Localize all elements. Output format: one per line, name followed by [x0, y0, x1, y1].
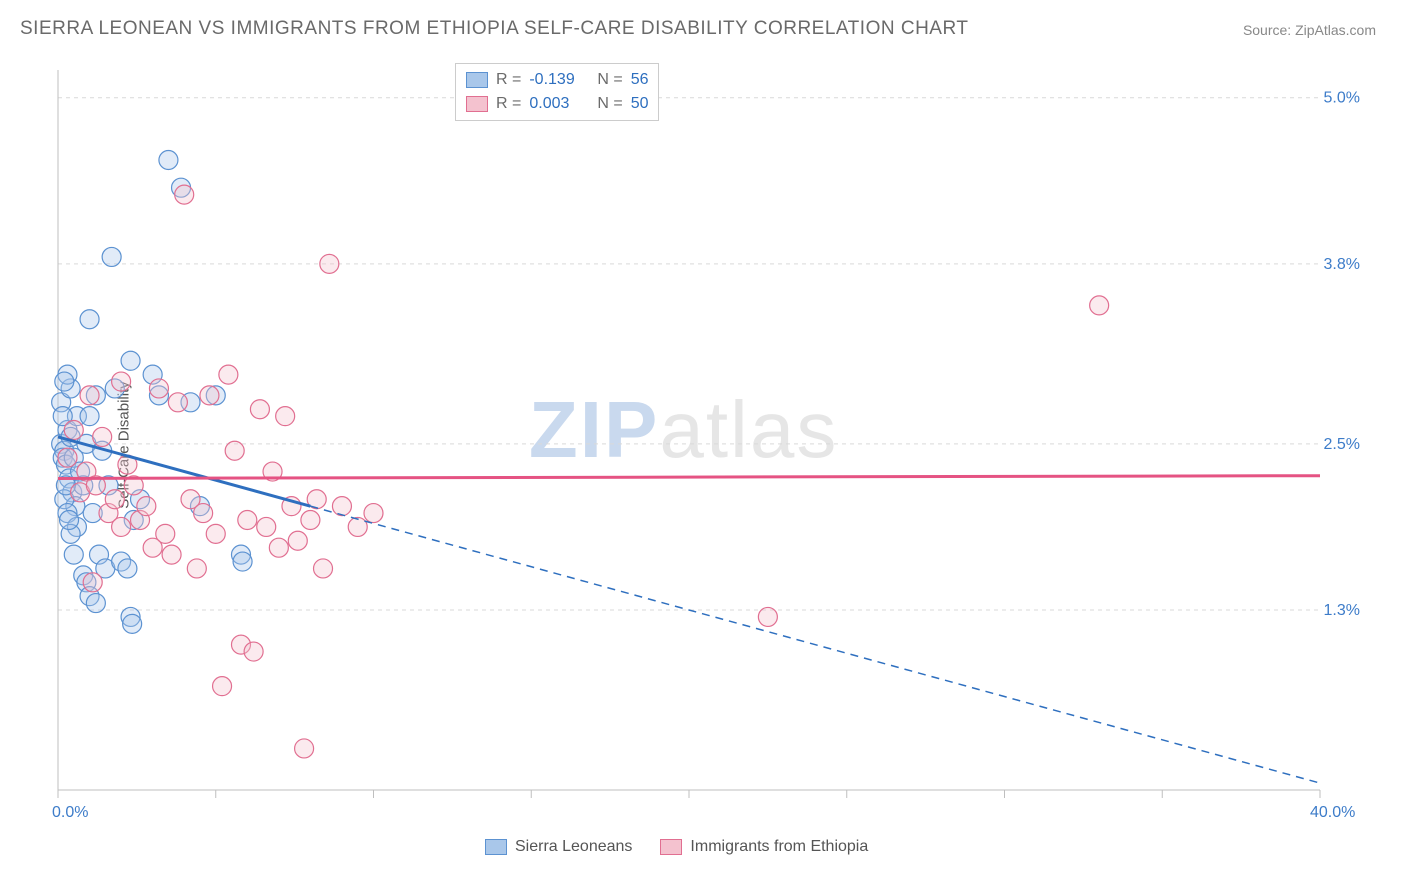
data-point: [233, 552, 252, 571]
legend-label: Sierra Leoneans: [515, 838, 632, 856]
data-point: [219, 365, 238, 384]
r-label: R =: [496, 95, 521, 113]
legend-item: Sierra Leoneans: [485, 838, 632, 856]
data-point: [288, 531, 307, 550]
r-value: -0.139: [529, 71, 589, 89]
x-axis-max-label: 40.0%: [1310, 804, 1355, 822]
data-point: [159, 151, 178, 170]
data-point: [118, 559, 137, 578]
data-point: [105, 490, 124, 509]
data-point: [60, 511, 79, 530]
legend-swatch: [466, 72, 488, 88]
y-tick-label: 1.3%: [1324, 602, 1360, 619]
data-point: [162, 545, 181, 564]
data-point: [112, 517, 131, 536]
data-point: [213, 677, 232, 696]
data-point: [175, 185, 194, 204]
data-point: [200, 386, 219, 405]
data-point: [225, 441, 244, 460]
data-point: [80, 386, 99, 405]
data-point: [348, 517, 367, 536]
data-point: [269, 538, 288, 557]
data-point: [58, 448, 77, 467]
x-axis-min-label: 0.0%: [52, 804, 88, 822]
legend-label: Immigrants from Ethiopia: [690, 838, 868, 856]
data-point: [194, 504, 213, 523]
n-label: N =: [597, 71, 622, 89]
data-point: [314, 559, 333, 578]
data-point: [137, 497, 156, 516]
data-point: [244, 642, 263, 661]
y-tick-label: 3.8%: [1324, 256, 1360, 273]
r-value: 0.003: [529, 95, 589, 113]
data-point: [295, 739, 314, 758]
data-point: [301, 511, 320, 530]
data-point: [364, 504, 383, 523]
data-point: [187, 559, 206, 578]
legend-swatch: [466, 96, 488, 112]
r-label: R =: [496, 71, 521, 89]
data-point: [758, 607, 777, 626]
data-point: [83, 573, 102, 592]
y-tick-label: 5.0%: [1324, 90, 1360, 107]
data-point: [257, 517, 276, 536]
data-point: [1090, 296, 1109, 315]
data-point: [168, 393, 187, 412]
data-point: [156, 524, 175, 543]
legend-row: R = 0.003 N = 50: [466, 92, 648, 116]
data-point: [332, 497, 351, 516]
n-value: 56: [631, 71, 649, 89]
data-point: [55, 372, 74, 391]
legend-swatch: [660, 839, 682, 855]
data-point: [64, 545, 83, 564]
regression-line: [58, 476, 1320, 479]
y-tick-label: 2.5%: [1324, 436, 1360, 453]
data-point: [102, 247, 121, 266]
points-group: [52, 151, 1109, 758]
series-legend: Sierra Leoneans Immigrants from Ethiopia: [485, 838, 868, 856]
data-point: [320, 254, 339, 273]
data-point: [276, 407, 295, 426]
legend-swatch: [485, 839, 507, 855]
data-point: [238, 511, 257, 530]
chart-area: Self-Care Disability ZIPatlas 1.3%2.5%3.…: [50, 60, 1370, 830]
source-attribution: Source: ZipAtlas.com: [1243, 22, 1376, 38]
data-point: [149, 379, 168, 398]
data-point: [93, 427, 112, 446]
n-label: N =: [597, 95, 622, 113]
data-point: [86, 594, 105, 613]
data-point: [206, 524, 225, 543]
legend-item: Immigrants from Ethiopia: [660, 838, 868, 856]
data-point: [80, 310, 99, 329]
data-point: [123, 614, 142, 633]
chart-title: SIERRA LEONEAN VS IMMIGRANTS FROM ETHIOP…: [20, 18, 968, 40]
data-point: [250, 400, 269, 419]
regression-line-extrapolated: [310, 506, 1320, 783]
data-point: [64, 421, 83, 440]
legend-row: R = -0.139 N = 56: [466, 68, 648, 92]
n-value: 50: [631, 95, 649, 113]
correlation-legend: R = -0.139 N = 56 R = 0.003 N = 50: [455, 63, 659, 121]
data-point: [121, 351, 140, 370]
data-point: [112, 372, 131, 391]
data-point: [80, 407, 99, 426]
scatter-plot-svg: 1.3% 2.5% 3.8% 5.0%: [50, 60, 1370, 830]
